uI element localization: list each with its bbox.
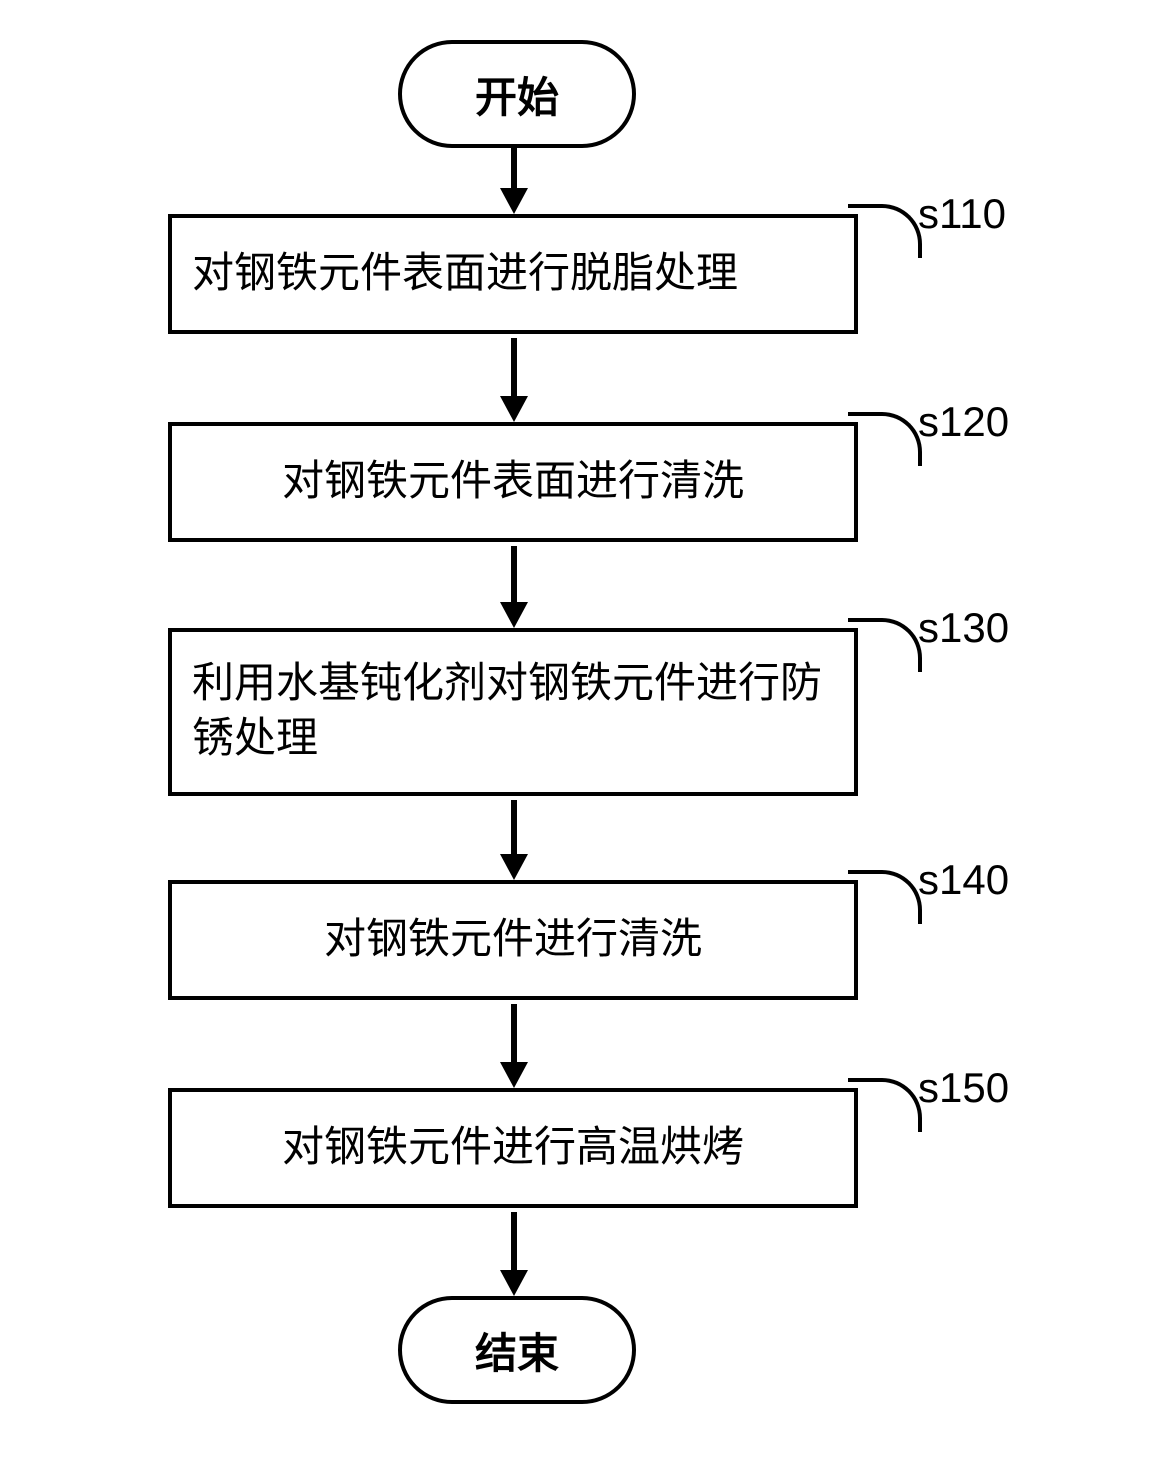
process-s120: 对钢铁元件表面进行清洗 (168, 422, 858, 542)
arrow-head-icon (500, 1270, 528, 1296)
process-text: 对钢铁元件进行高温烘烤 (282, 1121, 744, 1176)
arrow (511, 1212, 517, 1274)
label-s110: s110 (918, 190, 1006, 238)
arrow (511, 144, 517, 192)
arrow (511, 800, 517, 858)
arrow-head-icon (500, 1062, 528, 1088)
flowchart-canvas: 开始 对钢铁元件表面进行脱脂处理 s110 对钢铁元件表面进行清洗 s120 利… (0, 0, 1172, 1484)
arrow-head-icon (500, 396, 528, 422)
process-s130: 利用水基钝化剂对钢铁元件进行防锈处理 (168, 628, 858, 796)
label-s150: s150 (918, 1064, 1009, 1112)
callout-s120 (848, 412, 922, 466)
process-text: 对钢铁元件进行清洗 (324, 913, 702, 968)
label-s140: s140 (918, 856, 1009, 904)
arrow-head-icon (500, 854, 528, 880)
callout-s130 (848, 618, 922, 672)
process-s110: 对钢铁元件表面进行脱脂处理 (168, 214, 858, 334)
arrow (511, 1004, 517, 1066)
arrow-head-icon (500, 188, 528, 214)
label-s120: s120 (918, 398, 1009, 446)
process-s140: 对钢铁元件进行清洗 (168, 880, 858, 1000)
process-text: 利用水基钝化剂对钢铁元件进行防锈处理 (192, 657, 834, 766)
end-text: 结束 (475, 1320, 559, 1381)
start-text: 开始 (475, 64, 559, 125)
label-s130: s130 (918, 604, 1009, 652)
end-node: 结束 (398, 1296, 636, 1404)
arrow-head-icon (500, 602, 528, 628)
process-text: 对钢铁元件表面进行清洗 (282, 455, 744, 510)
arrow (511, 546, 517, 606)
arrow (511, 338, 517, 400)
start-node: 开始 (398, 40, 636, 148)
callout-s150 (848, 1078, 922, 1132)
process-s150: 对钢铁元件进行高温烘烤 (168, 1088, 858, 1208)
process-text: 对钢铁元件表面进行脱脂处理 (192, 247, 738, 302)
callout-s140 (848, 870, 922, 924)
callout-s110 (848, 204, 922, 258)
